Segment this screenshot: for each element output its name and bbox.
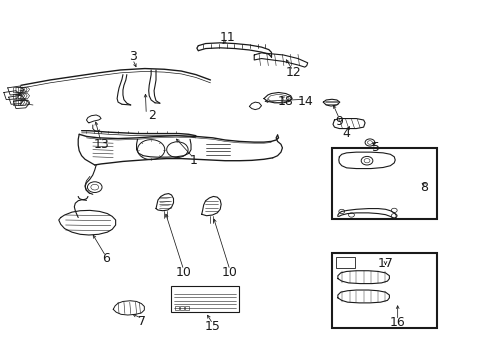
Text: 18: 18 (277, 95, 293, 108)
Text: 11: 11 (219, 31, 235, 44)
Text: 15: 15 (204, 320, 221, 333)
Bar (335, 257, 355, 268)
Text: 6: 6 (102, 252, 110, 265)
Bar (175, 306, 179, 310)
Text: 13: 13 (93, 138, 109, 151)
Text: 5: 5 (371, 141, 379, 154)
Bar (185, 306, 189, 310)
Text: 8: 8 (420, 181, 427, 194)
Text: 4: 4 (342, 127, 350, 140)
Text: 14: 14 (297, 95, 312, 108)
Text: 2: 2 (148, 109, 156, 122)
Bar (331, 148, 436, 219)
Text: 3: 3 (128, 50, 136, 63)
Text: 10: 10 (222, 266, 237, 279)
Text: 9: 9 (335, 114, 343, 127)
Bar (170, 287, 238, 312)
Text: 1: 1 (189, 154, 197, 167)
Bar (180, 306, 184, 310)
Text: 7: 7 (138, 315, 146, 328)
Bar (331, 253, 436, 328)
Text: 12: 12 (285, 66, 301, 79)
Text: 16: 16 (389, 316, 405, 329)
Text: 10: 10 (175, 266, 191, 279)
Text: 17: 17 (377, 257, 393, 270)
